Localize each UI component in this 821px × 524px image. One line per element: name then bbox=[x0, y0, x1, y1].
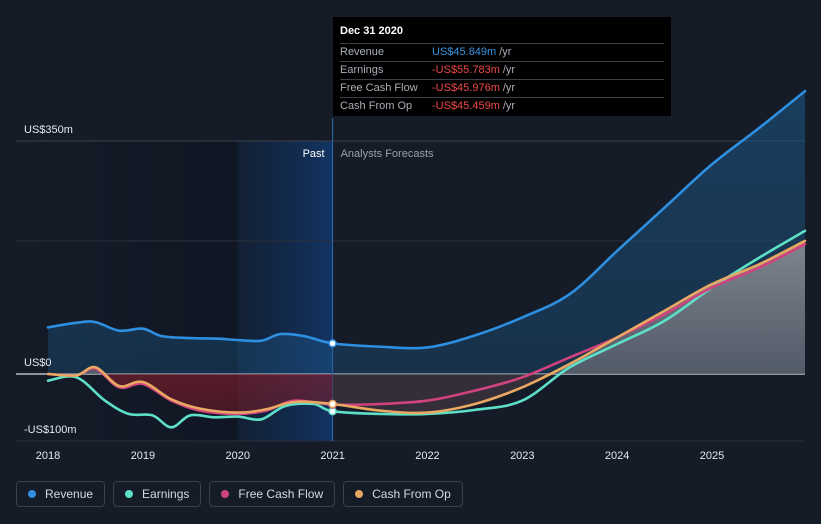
legend-label: Free Cash Flow bbox=[238, 487, 324, 501]
tooltip-value: -US$55.783m bbox=[432, 64, 500, 76]
tooltip-label: Earnings bbox=[340, 64, 384, 76]
x-tick-label: 2021 bbox=[320, 450, 344, 462]
legend-item-revenue[interactable]: Revenue bbox=[16, 481, 106, 507]
cash-from-op-marker bbox=[328, 399, 337, 409]
y-tick-label: US$0 bbox=[24, 357, 52, 369]
tooltip-unit: /yr bbox=[499, 46, 512, 58]
tooltip-label: Revenue bbox=[340, 46, 385, 58]
tooltip-unit: /yr bbox=[502, 64, 516, 76]
legend-item-earnings[interactable]: Earnings bbox=[113, 481, 202, 507]
tooltip-value: -US$45.976m bbox=[432, 82, 500, 94]
tooltip: Dec 31 2020 Revenue US$45.849m /yr Earni… bbox=[333, 17, 671, 116]
negative-cash-area bbox=[48, 374, 333, 413]
legend-dot-icon bbox=[125, 490, 134, 498]
tooltip-row-cash-from-op: Cash From Op -US$45.459m /yr bbox=[340, 97, 664, 115]
legend-label: Earnings bbox=[142, 487, 190, 501]
legend-dot-icon bbox=[355, 490, 364, 498]
revenue-area bbox=[48, 91, 805, 374]
forecast-label: Analysts Forecasts bbox=[341, 148, 434, 160]
legend-label: Cash From Op bbox=[372, 487, 451, 501]
tooltip-label: Free Cash Flow bbox=[340, 82, 418, 94]
tooltip-label: Cash From Op bbox=[340, 100, 413, 112]
tooltip-value: US$45.849m bbox=[432, 46, 497, 58]
x-tick-label: 2022 bbox=[415, 450, 439, 462]
tooltip-row-free-cash-flow: Free Cash Flow -US$45.976m /yr bbox=[340, 79, 664, 97]
revenue-line bbox=[46, 89, 807, 350]
x-tick-label: 2019 bbox=[131, 450, 155, 462]
tooltip-date: Dec 31 2020 bbox=[340, 25, 403, 37]
tooltip-row-earnings: Earnings -US$55.783m /yr bbox=[340, 61, 664, 79]
x-tick-label: 2020 bbox=[225, 450, 249, 462]
x-tick-label: 2018 bbox=[36, 450, 60, 462]
negative-forecast-area bbox=[332, 374, 805, 413]
legend: Revenue Earnings Free Cash Flow Cash Fro… bbox=[16, 481, 463, 507]
x-tick-label: 2025 bbox=[700, 450, 724, 462]
earnings-line bbox=[46, 229, 807, 429]
legend-label: Revenue bbox=[45, 487, 94, 501]
past-label: Past bbox=[303, 148, 325, 160]
tooltip-row-revenue: Revenue US$45.849m /yr bbox=[340, 43, 664, 61]
legend-item-free-cash-flow[interactable]: Free Cash Flow bbox=[209, 481, 336, 507]
positive-cash-area bbox=[48, 240, 805, 374]
y-tick-label: US$350m bbox=[24, 124, 73, 136]
y-tick-label: -US$100m bbox=[24, 424, 77, 436]
tooltip-unit: /yr bbox=[502, 82, 516, 94]
legend-dot-icon bbox=[221, 490, 230, 498]
legend-dot-icon bbox=[28, 490, 36, 498]
tooltip-unit: /yr bbox=[502, 100, 516, 112]
revenue-marker bbox=[328, 339, 337, 348]
x-tick-label: 2023 bbox=[510, 450, 534, 462]
tooltip-value: -US$45.459m bbox=[432, 100, 500, 112]
x-tick-label: 2024 bbox=[605, 450, 629, 462]
legend-item-cash-from-op[interactable]: Cash From Op bbox=[343, 481, 463, 507]
